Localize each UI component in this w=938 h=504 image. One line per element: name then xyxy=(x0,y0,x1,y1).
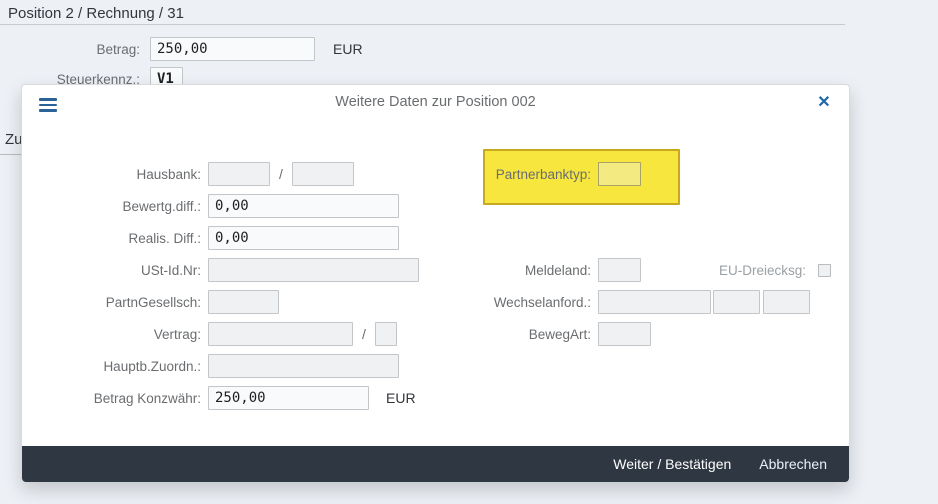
betrag-currency: EUR xyxy=(333,41,363,57)
hausbank-input-1[interactable] xyxy=(208,162,270,186)
hamburger-icon[interactable] xyxy=(39,98,57,112)
meldeland-input[interactable] xyxy=(598,258,641,282)
betrag-field-row: Betrag: EUR xyxy=(0,36,363,62)
background-section-rule xyxy=(0,154,21,155)
wechselanford-input-3[interactable] xyxy=(763,290,810,314)
vertrag-input-1[interactable] xyxy=(208,322,353,346)
hausbank-separator: / xyxy=(279,166,283,182)
ust-id-nr-input[interactable] xyxy=(208,258,419,282)
hausbank-input-2[interactable] xyxy=(291,162,354,186)
realis-diff-label: Realis. Diff.: xyxy=(128,230,201,246)
realis-diff-row: Realis. Diff.: xyxy=(27,225,399,251)
eu-dreiecksg-checkbox[interactable] xyxy=(818,263,831,277)
betrag-konzwaehr-row: Betrag Konzwähr: EUR xyxy=(27,385,416,411)
betrag-label: Betrag: xyxy=(96,41,140,57)
partngesellsch-row: PartnGesellsch: xyxy=(27,289,279,315)
vertrag-row: Vertrag: / xyxy=(27,321,397,347)
bewertg-diff-input[interactable] xyxy=(208,194,399,218)
betrag-konzwaehr-label: Betrag Konzwähr: xyxy=(93,390,201,406)
wechselanford-label: Wechselanford.: xyxy=(493,294,591,310)
betrag-konzwaehr-input[interactable] xyxy=(208,386,369,410)
cancel-button[interactable]: Abbrechen xyxy=(747,450,839,478)
eu-dreiecksg-label: EU-Dreiecksg: xyxy=(718,262,806,278)
dialog-title: Weitere Daten zur Position 002 xyxy=(335,94,536,110)
betrag-input[interactable] xyxy=(150,37,315,61)
ust-id-nr-row: USt-Id.Nr: xyxy=(27,257,419,283)
partnerbanktyp-input[interactable] xyxy=(598,162,641,186)
dialog-footer-bar: Weiter / Bestätigen Abbrechen xyxy=(22,446,849,482)
wechselanford-row: Wechselanford.: xyxy=(442,289,810,315)
vertrag-separator: / xyxy=(362,326,366,342)
bewegart-label: BewegArt: xyxy=(528,326,591,342)
hauptb-zuordn-row: Hauptb.Zuordn.: xyxy=(27,353,399,379)
partnerbanktyp-row: Partnerbanktyp: xyxy=(442,161,641,187)
wechselanford-input-1[interactable] xyxy=(598,290,711,314)
vertrag-input-2[interactable] xyxy=(374,322,397,346)
weitere-daten-dialog: Weitere Daten zur Position 002 ✕ Hausban… xyxy=(21,84,850,482)
hauptb-zuordn-label: Hauptb.Zuordn.: xyxy=(103,358,201,374)
wechselanford-input-2[interactable] xyxy=(713,290,760,314)
close-icon[interactable]: ✕ xyxy=(817,94,831,111)
steuerkennz-label: Steuerkennz.: xyxy=(56,71,140,87)
hausbank-label: Hausbank: xyxy=(136,166,201,182)
partnerbanktyp-highlight xyxy=(483,149,680,205)
bewertg-diff-row: Bewertg.diff.: xyxy=(27,193,399,219)
ust-id-nr-label: USt-Id.Nr: xyxy=(140,262,201,278)
bewertg-diff-label: Bewertg.diff.: xyxy=(122,198,201,214)
meldeland-label: Meldeland: xyxy=(524,262,591,278)
background-section-heading: Zu xyxy=(5,131,23,148)
bewegart-row: BewegArt: xyxy=(442,321,651,347)
confirm-button[interactable]: Weiter / Bestätigen xyxy=(601,450,743,478)
hausbank-row: Hausbank: / xyxy=(27,161,354,187)
bewegart-input[interactable] xyxy=(598,322,651,346)
partngesellsch-input[interactable] xyxy=(208,290,279,314)
realis-diff-input[interactable] xyxy=(208,226,399,250)
vertrag-label: Vertrag: xyxy=(153,326,201,342)
betrag-konzwaehr-currency: EUR xyxy=(386,390,416,406)
hauptb-zuordn-input[interactable] xyxy=(208,354,399,378)
meldeland-row: Meldeland: EU-Dreiecksg: xyxy=(442,257,831,283)
page-title: Position 2 / Rechnung / 31 xyxy=(0,0,845,25)
partnerbanktyp-label: Partnerbanktyp: xyxy=(495,166,591,182)
partngesellsch-label: PartnGesellsch: xyxy=(105,294,201,310)
